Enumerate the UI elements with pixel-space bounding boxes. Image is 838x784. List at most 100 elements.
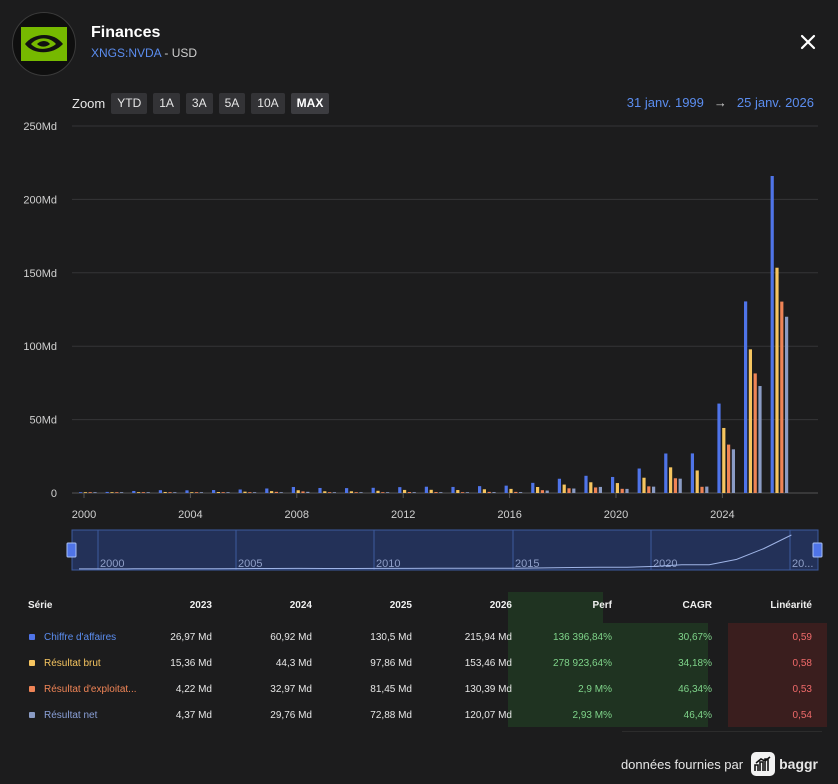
bar-r-sultat-net — [173, 492, 177, 493]
bar-chiffre-d-affaires — [371, 487, 375, 493]
zoom-5a-button[interactable]: 5A — [218, 92, 246, 114]
value-perf: 2,93 M% — [572, 710, 612, 721]
bar-r-sultat-brut — [429, 489, 433, 493]
bar-r-sultat-net — [705, 486, 709, 493]
bar-chiffre-d-affaires — [744, 301, 748, 493]
series-name: Résultat brut — [44, 658, 101, 669]
value-linearite: 0,58 — [792, 658, 812, 669]
bar-r-sultat-brut — [482, 489, 486, 493]
navigator-year-label: 2000 — [100, 558, 124, 570]
ticker-link[interactable]: XNGS:NVDA — [91, 46, 162, 60]
series-color-swatch — [29, 686, 35, 692]
bar-r-sultat-brut — [137, 492, 141, 493]
col-perf[interactable]: Perf — [592, 600, 612, 611]
bar-r-sultat-brut — [669, 467, 673, 493]
bar-r-sultat-d-exploitation — [195, 492, 199, 493]
bar-chiffre-d-affaires — [557, 478, 561, 493]
value-perf: 278 923,64% — [553, 658, 612, 669]
date-to[interactable]: 25 janv. 2026 — [736, 95, 814, 110]
bar-r-sultat-brut — [536, 486, 540, 493]
bar-chiffre-d-affaires — [79, 492, 83, 493]
bar-chiffre-d-affaires — [451, 486, 455, 493]
data-provider-text: données fournies par — [620, 756, 744, 772]
bar-chiffre-d-affaires — [185, 490, 189, 493]
bar-r-sultat-net — [359, 492, 363, 493]
bar-r-sultat-net — [253, 492, 257, 493]
bar-r-sultat-net — [306, 491, 310, 493]
col-2024[interactable]: 2024 — [289, 600, 312, 611]
bar-r-sultat-d-exploitation — [141, 492, 145, 493]
bar-chiffre-d-affaires — [105, 491, 109, 493]
table-row[interactable]: Résultat brut 15,36 Md 44,3 Md 97,86 Md … — [20, 649, 828, 675]
bar-r-sultat-d-exploitation — [274, 491, 278, 493]
page-title: Finances — [91, 24, 161, 41]
bar-chiffre-d-affaires — [398, 487, 402, 493]
value-2025: 72,88 Md — [370, 710, 412, 721]
navigator-window[interactable] — [71, 529, 819, 571]
col-cagr[interactable]: CAGR — [682, 600, 712, 611]
bar-r-sultat-d-exploitation — [354, 492, 358, 493]
zoom-ytd-button[interactable]: YTD — [111, 92, 148, 114]
table-row[interactable]: Résultat net 4,37 Md 29,76 Md 72,88 Md 1… — [20, 701, 828, 727]
y-tick-label: 200Md — [23, 194, 57, 206]
perf-cagr-bg — [508, 623, 708, 727]
bar-r-sultat-brut — [110, 492, 114, 493]
series-color-swatch — [29, 712, 35, 718]
bar-r-sultat-d-exploitation — [540, 490, 544, 493]
navigator-left-handle[interactable] — [66, 542, 77, 558]
bar-r-sultat-net — [758, 386, 762, 493]
x-tick-label: 2000 — [72, 509, 96, 521]
zoom-3a-button[interactable]: 3A — [185, 92, 213, 114]
bar-r-sultat-net — [226, 492, 230, 493]
bar-r-sultat-brut — [748, 349, 752, 493]
subtitle-separator: - — [161, 46, 172, 60]
table-row[interactable]: Chiffre d'affaires 26,97 Md 60,92 Md 130… — [20, 623, 828, 649]
bar-r-sultat-d-exploitation — [673, 478, 677, 493]
bar-chiffre-d-affaires — [690, 453, 694, 493]
bar-r-sultat-net — [386, 492, 390, 493]
series-name: Chiffre d'affaires — [44, 632, 117, 643]
bar-r-sultat-brut — [323, 491, 327, 493]
x-tick-label: 2012 — [391, 509, 415, 521]
bar-r-sultat-net — [731, 449, 735, 493]
y-tick-label: 50Md — [29, 415, 57, 427]
navigator-year-label: 2010 — [376, 558, 400, 570]
navigator-right-handle[interactable] — [812, 542, 823, 558]
value-linearite: 0,59 — [792, 632, 812, 643]
table-row[interactable]: Résultat d'exploitat... 4,22 Md 32,97 Md… — [20, 675, 828, 701]
baggr-logo[interactable]: baggr — [751, 752, 818, 776]
bar-r-sultat-d-exploitation — [221, 492, 225, 493]
close-button[interactable] — [798, 32, 818, 52]
value-cagr: 30,67% — [678, 632, 712, 643]
col-2025[interactable]: 2025 — [389, 600, 412, 611]
series-color-swatch — [29, 660, 35, 666]
bar-chiffre-d-affaires — [611, 476, 615, 493]
col-serie[interactable]: Série — [28, 600, 53, 611]
value-2024: 29,76 Md — [270, 710, 312, 721]
value-linearite: 0,54 — [792, 710, 812, 721]
col-2026[interactable]: 2026 — [489, 600, 512, 611]
x-tick-label: 2020 — [604, 509, 628, 521]
value-cagr: 34,18% — [678, 658, 712, 669]
bar-r-sultat-net — [279, 492, 283, 493]
value-2026: 120,07 Md — [464, 710, 512, 721]
zoom-max-button[interactable]: MAX — [290, 92, 330, 114]
date-from[interactable]: 31 janv. 1999 — [626, 95, 704, 110]
value-2023: 4,37 Md — [175, 710, 212, 721]
zoom-1a-button[interactable]: 1A — [153, 92, 180, 114]
nvidia-logo — [12, 12, 76, 76]
bar-chiffre-d-affaires — [478, 486, 482, 493]
zoom-10a-button[interactable]: 10A — [251, 92, 285, 114]
bar-r-sultat-brut — [403, 489, 407, 493]
value-2024: 32,97 Md — [270, 684, 312, 695]
col-2023[interactable]: 2023 — [189, 600, 212, 611]
bar-r-sultat-brut — [589, 482, 593, 493]
bar-chiffre-d-affaires — [132, 490, 136, 493]
range-navigator[interactable]: 2000 2005 2010 2015 2020 20... — [0, 526, 838, 576]
col-linearite[interactable]: Linéarité — [770, 600, 812, 611]
bar-r-sultat-net — [545, 490, 549, 493]
bar-chiffre-d-affaires — [664, 453, 668, 493]
zoom-label: Zoom — [72, 95, 106, 111]
bar-r-sultat-net — [199, 492, 203, 493]
bar-r-sultat-net — [93, 492, 97, 493]
